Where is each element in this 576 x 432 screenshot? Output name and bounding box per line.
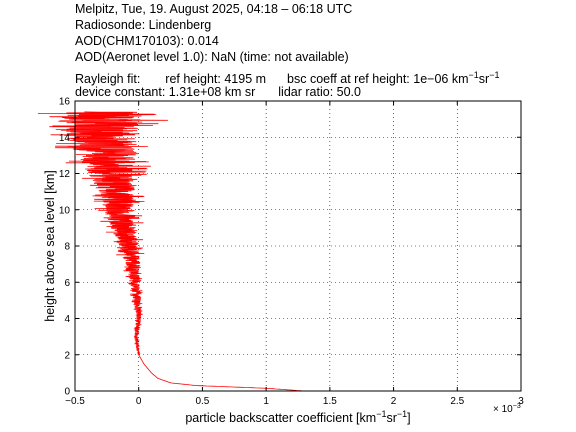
x-axis-label-exp2: −1: [397, 409, 407, 419]
ref-height: ref height: 4195 m: [165, 72, 267, 87]
device-constant: device constant: 1.31e+08 km sr: [75, 85, 256, 99]
series-layer: [37, 111, 305, 392]
x-multiplier-exp: −3: [513, 403, 521, 410]
bsc-coeff: bsc coeff at ref height: 1e−06 km−1sr−1: [287, 70, 500, 87]
header-device-line: device constant: 1.31e+08 km sr lidar ra…: [75, 84, 361, 100]
bsc-coeff-exp1: −1: [468, 70, 479, 80]
x-axis-label-sr: sr: [386, 411, 396, 425]
x-tick-label: 1.5: [323, 396, 337, 407]
bsc-coeff-exp2: −1: [489, 70, 500, 80]
x-axis-label-main: particle backscatter coefficient [km: [185, 411, 376, 425]
x-multiplier: × 10−3: [493, 403, 521, 415]
x-axis-label-end: ]: [407, 411, 410, 425]
header-site-time: Melpitz, Tue, 19. August 2025, 04:18 – 0…: [75, 2, 353, 16]
x-tick-label: 0: [136, 396, 142, 407]
bsc-coeff-text: bsc coeff at ref height: 1e−06 km: [287, 72, 469, 87]
bsc-coeff-sr: sr: [478, 72, 490, 87]
x-tick-label: 2.5: [450, 396, 464, 407]
grid: [75, 101, 521, 391]
y-tick-label: 8: [64, 242, 70, 253]
header-aod-aeronet: AOD(Aeronet level 1.0): NaN (time: not a…: [75, 50, 349, 64]
y-tick-label: 14: [59, 133, 71, 144]
x-tick-label: 3: [518, 396, 524, 407]
rayleigh-label: Rayleigh fit:: [75, 72, 141, 87]
axes-frame: [74, 100, 522, 392]
x-tick-label: 2: [391, 396, 397, 407]
header-aod-chm: AOD(CHM170103): 0.014: [75, 34, 219, 48]
x-tick-label: −0.5: [65, 396, 85, 407]
y-tick-label: 6: [64, 278, 70, 289]
y-tick-label: 0: [64, 387, 70, 398]
y-tick-label: 12: [59, 169, 71, 180]
y-tick-label: 10: [59, 205, 71, 216]
x-multiplier-base: × 10: [493, 404, 513, 415]
x-axis-label: particle backscatter coefficient [km−1sr…: [185, 409, 410, 425]
y-axis-label: height above sea level [km]: [43, 170, 57, 321]
x-tick-label: 1: [263, 396, 269, 407]
lidar-ratio: lidar ratio: 50.0: [278, 85, 361, 99]
x-tick-label: 0.5: [195, 396, 209, 407]
header-rayleigh-line: Rayleigh fit: ref height: 4195 m bsc coe…: [75, 67, 499, 87]
y-tick-label: 2: [64, 350, 70, 361]
backscatter-profile-line: [37, 111, 305, 392]
y-tick-label: 16: [59, 97, 71, 108]
x-axis-label-exp1: −1: [376, 409, 386, 419]
y-tick-label: 4: [64, 314, 70, 325]
header-radiosonde: Radiosonde: Lindenberg: [75, 18, 212, 32]
